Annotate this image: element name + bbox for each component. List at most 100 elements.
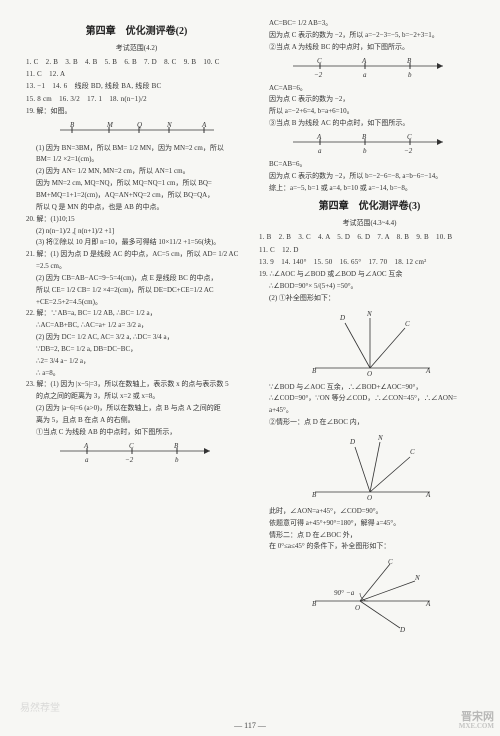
p22-6: ∴ a=8。 xyxy=(26,368,247,379)
svg-text:−2: −2 xyxy=(404,147,413,155)
svg-text:90°: 90° xyxy=(334,589,344,597)
r8: BC=AB=6。 xyxy=(259,159,480,170)
svg-text:B: B xyxy=(312,491,317,499)
p20-label: 20. 解：(1)10;15 xyxy=(26,214,247,225)
site-watermark: 晋宋网 MXE.COM xyxy=(459,712,494,730)
svg-text:−2: −2 xyxy=(125,456,134,464)
svg-text:−2: −2 xyxy=(314,71,323,79)
svg-text:C: C xyxy=(317,57,322,65)
exam-scope-left: 考试范围(4.2) xyxy=(26,43,247,53)
svg-text:B: B xyxy=(312,367,317,375)
mc-answers-2: 11. C 12. A xyxy=(26,69,247,80)
svg-text:B: B xyxy=(174,442,179,450)
svg-text:C: C xyxy=(410,448,415,456)
svg-text:D: D xyxy=(399,626,405,634)
svg-text:C: C xyxy=(129,442,134,450)
svg-text:a: a xyxy=(85,456,89,464)
faint-watermark: 易然荐堂 xyxy=(20,699,60,714)
rp19-6: a+45°。 xyxy=(259,405,480,416)
svg-text:O: O xyxy=(367,494,372,502)
number-line-abc: A B C a b −2 xyxy=(285,133,455,155)
angle-diagram-1: B O A D N C xyxy=(300,308,440,378)
fill-answers-r: 13. 9 14. 140° 15. 50 16. 65° 17. 70 18.… xyxy=(259,257,480,268)
svg-text:D: D xyxy=(349,438,355,446)
rp19-3: (2) ①补全图形如下： xyxy=(259,293,480,304)
svg-text:N: N xyxy=(377,434,383,442)
svg-text:B: B xyxy=(312,600,317,608)
fill-answers-2: 15. 8 cm 16. 3/2 17. 1 18. n(n−1)/2 xyxy=(26,94,247,105)
rp19-7: ②情形一：点 D 在∠BOC 内， xyxy=(259,417,480,428)
svg-text:A: A xyxy=(361,57,367,65)
svg-text:C: C xyxy=(405,320,410,328)
page-number: — 117 — xyxy=(0,721,500,730)
svg-text:D: D xyxy=(339,314,345,322)
svg-text:B: B xyxy=(407,57,412,65)
svg-text:C: C xyxy=(407,133,412,141)
svg-text:A: A xyxy=(316,133,322,141)
svg-text:A: A xyxy=(425,600,431,608)
p23-label: 23. 解：(1) 因为 |x−5|=3，所以在数轴上，表示数 x 的点与表示数… xyxy=(26,379,247,390)
p20-2: (2) n(n−1)/2 ,[ n(n+1)/2 +1] xyxy=(26,226,247,237)
svg-text:a: a xyxy=(363,71,367,79)
rp19-4: ∵∠BOD 与∠AOC 互余，∴∠BOD+∠AOC=90°， xyxy=(259,382,480,393)
number-line-acb-1: A C B a −2 b xyxy=(52,442,222,464)
p19-2: (2) 因为 AN= 1/2 MN, MN=2 cm，所以 AN=1 cm。 xyxy=(26,166,247,177)
svg-text:Q: Q xyxy=(137,121,142,129)
mc-answers-r2: 11. C 12. D xyxy=(259,245,480,256)
rp19-10: 情形二：点 D 在∠BOC 外， xyxy=(259,530,480,541)
svg-text:A: A xyxy=(425,367,431,375)
r2: 因为点 C 表示的数为 −2，所以 a=−2−3=−5, b=−2+3=1。 xyxy=(259,30,480,41)
svg-text:N: N xyxy=(366,310,372,318)
chapter-title-right: 第四章 优化测评卷(3) xyxy=(259,197,480,212)
p22-4: ∵DB=2, BC= 1/2 a, DB=DC−BC， xyxy=(26,344,247,355)
p23-1b: 的点之间的距离为 3，所以 x=2 或 x=8。 xyxy=(26,391,247,402)
rp19-2: ∴∠BOD=90°× 5/(5+4) =50°。 xyxy=(259,281,480,292)
number-line-cab: C A B −2 a b xyxy=(285,57,455,79)
p21-label: 21. 解：(1) 因为点 D 是线段 AC 的中点，AC=5 cm，所以 AD… xyxy=(26,249,247,260)
rp19-8: 此时，∠AON=a+45°，∠COD=90°。 xyxy=(259,506,480,517)
p22-5: ∴2= 3/4 a− 1/2 a， xyxy=(26,356,247,367)
p19-1b: BM= 1/2 ×2=1(cm)。 xyxy=(26,154,247,165)
angle-diagram-3: B O A C N D 90° −a xyxy=(300,556,440,634)
mc-answers-1: 1. C 2. B 3. B 4. B 5. B 6. B 7. D 8. C … xyxy=(26,57,247,68)
p22-2: ∴AC=AB+BC, ∴AC=a+ 1/2 a= 3/2 a， xyxy=(26,320,247,331)
p19-1: (1) 因为 BN=3BM，所以 BM= 1/2 MN，因为 MN=2 cm，所… xyxy=(26,143,247,154)
svg-text:b: b xyxy=(175,456,179,464)
p19-3: 因为 MN=2 cm, MQ=NQ，所以 MQ=NQ=1 cm，所以 BQ= xyxy=(26,178,247,189)
p23-2: (2) 因为 |a−6|=6 (a>0)，所以在数轴上，点 B 与点 A 之间的… xyxy=(26,403,247,414)
r5: 因为点 C 表示的数为 −2， xyxy=(259,94,480,105)
svg-text:A: A xyxy=(83,442,89,450)
rp19-5: ∴∠COD=90°，∵ON 等分∠COD，∴∠CON=45°，∴∠AON= xyxy=(259,393,480,404)
p19-3b: BM+MQ=1+1=2(cm)，AQ=AN+NQ=2 cm，所以 BQ=QA， xyxy=(26,190,247,201)
p21-1b: =2.5 cm。 xyxy=(26,261,247,272)
angle-diagram-2: B O A D N C xyxy=(300,432,440,502)
p23-2b: 离为 5，且点 B 在点 A 的右侧。 xyxy=(26,415,247,426)
rp19-9: 依题意可得 a+45°+90°=180°，解得 a=45°。 xyxy=(259,518,480,529)
rp19-1: 19. ∴∠AOC 与∠BOD 或∠BOD 与∠AOC 互余 xyxy=(259,269,480,280)
p20-3: (3) 将②除以 10 月即 n=10，最多可得结 10×11/2 +1=56(… xyxy=(26,237,247,248)
r3: ②当点 A 为线段 BC 的中点时，如下图所示。 xyxy=(259,42,480,53)
watermark-sub: MXE.COM xyxy=(459,723,494,730)
p23-3: ①当点 C 为线段 AB 的中点时，如下图所示， xyxy=(26,427,247,438)
exam-scope-right: 考试范围(4.3~4.4) xyxy=(259,218,480,228)
r9: 因为点 C 表示的数为 −2，所以 b=−2−6=−8, a=b−6=−14。 xyxy=(259,171,480,182)
r6: 所以 a=−2+6=4, b=a+6=10。 xyxy=(259,106,480,117)
p22-label: 22. 解：∵AB=a, BC= 1/2 AB, ∴BC= 1/2 a， xyxy=(26,308,247,319)
svg-text:C: C xyxy=(388,558,393,566)
svg-text:O: O xyxy=(355,604,360,612)
r7: ③当点 B 为线段 AC 的中点时，如下图所示。 xyxy=(259,118,480,129)
p19-3c: 所以 Q 是 MN 的中点，也是 AB 的中点。 xyxy=(26,202,247,213)
rp19-11: 在 0°≤a≤45° 的条件下，补全图形如下： xyxy=(259,541,480,552)
svg-text:A: A xyxy=(425,491,431,499)
p21-2: (2) 因为 CB=AB−AC=9−5=4(cm)，点 E 是线段 BC 的中点… xyxy=(26,273,247,284)
p22-3: (2) 因为 DC= 1/2 AC, AC= 3/2 a, ∴DC= 3/4 a… xyxy=(26,332,247,343)
chapter-title-left: 第四章 优化测评卷(2) xyxy=(26,22,247,37)
p19-label: 19. 解：如图。 xyxy=(26,106,247,117)
r4: AC=AB=6。 xyxy=(259,83,480,94)
p21-2c: +CE=2.5+2=4.5(cm)。 xyxy=(26,297,247,308)
svg-text:B: B xyxy=(362,133,367,141)
p21-2b: 所以 CE= 1/2 CB= 1/2 ×4=2(cm)，所以 DE=DC+CE=… xyxy=(26,285,247,296)
svg-text:a: a xyxy=(318,147,322,155)
r1: AC=BC= 1/2 AB=3。 xyxy=(259,18,480,29)
svg-text:−a: −a xyxy=(346,589,355,597)
